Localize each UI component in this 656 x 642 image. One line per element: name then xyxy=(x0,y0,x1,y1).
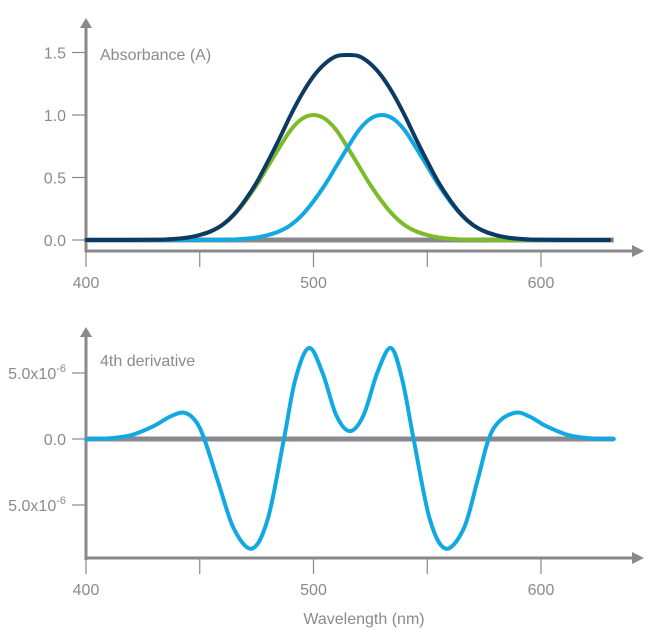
y-tick-label-base: 0.0 xyxy=(44,432,66,449)
y-tick-label: 0.0 xyxy=(44,432,66,449)
y-tick-label: 0.0 xyxy=(44,233,66,250)
absorbance-axes xyxy=(80,18,644,257)
x-tick-label: 600 xyxy=(528,582,555,599)
absorbance-chart: Absorbance (A) 0.0 0.5 1.0 1.5 400 500 600 xyxy=(44,18,644,292)
derivative-y-ticks: 5.0x10-60.05.0x10-6 xyxy=(8,363,86,515)
y-axis-arrow-icon xyxy=(80,327,92,337)
derivative-x-ticks: 400 500 600 xyxy=(73,559,555,599)
y-tick-label-exponent: -6 xyxy=(56,363,66,375)
x-axis-title: Wavelength (nm) xyxy=(303,611,424,628)
x-tick-label: 400 xyxy=(73,582,100,599)
y-tick-label-base: 5.0x10 xyxy=(8,366,56,383)
y-tick-label: 1.5 xyxy=(44,46,66,63)
x-tick-label: 600 xyxy=(528,275,555,292)
x-tick-label: 400 xyxy=(73,275,100,292)
x-tick-label: 500 xyxy=(300,275,327,292)
y-tick-label-exponent: -6 xyxy=(56,495,66,507)
series-line-green xyxy=(84,113,612,243)
absorbance-x-ticks: 400 500 600 xyxy=(73,252,555,292)
derivative-axis-title: 4th derivative xyxy=(100,353,195,370)
x-axis-arrow-icon xyxy=(632,552,644,564)
absorbance-axis-title: Absorbance (A) xyxy=(100,47,211,64)
x-axis-arrow-icon xyxy=(632,245,644,257)
derivative-series xyxy=(84,345,616,551)
y-tick-label: 5.0x10-6 xyxy=(8,363,66,383)
series-line-sum xyxy=(84,52,612,243)
y-tick-label: 5.0x10-6 xyxy=(8,495,66,515)
derivative-chart: 4th derivative 5.0x10-60.05.0x10-6 400 50… xyxy=(8,327,644,628)
absorbance-y-ticks: 0.0 0.5 1.0 1.5 xyxy=(44,46,86,250)
y-axis-arrow-icon xyxy=(80,18,92,28)
y-tick-label: 1.0 xyxy=(44,108,66,125)
absorbance-series xyxy=(84,52,612,243)
series-line-blue xyxy=(84,113,612,243)
y-tick-label-base: 5.0x10 xyxy=(8,498,56,515)
y-tick-label: 0.5 xyxy=(44,171,66,188)
series-line-4th-derivative xyxy=(84,345,616,551)
x-tick-label: 500 xyxy=(300,582,327,599)
